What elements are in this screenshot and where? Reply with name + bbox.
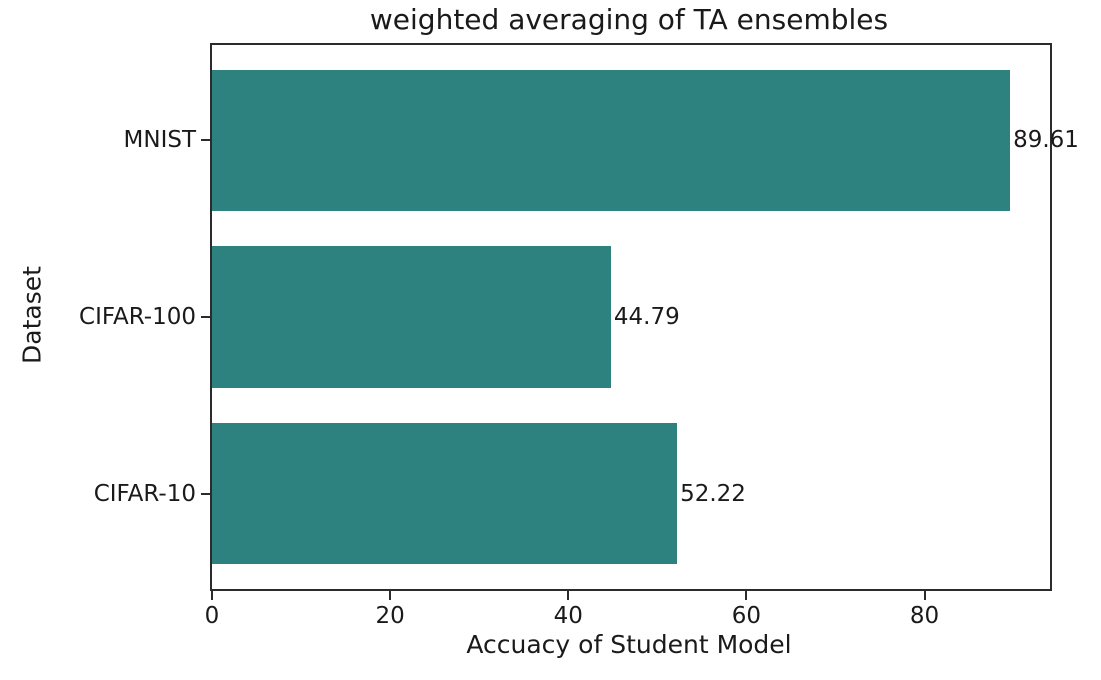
y-tick-mark bbox=[201, 492, 210, 495]
x-tick-label: 40 bbox=[553, 603, 583, 629]
bar-mnist bbox=[212, 69, 1011, 212]
x-tick-label: 0 bbox=[204, 603, 220, 629]
bar-value-label: 89.61 bbox=[1013, 127, 1079, 154]
y-tick-label: MNIST bbox=[123, 127, 196, 154]
bar-value-label: 44.79 bbox=[613, 304, 680, 330]
y-tick-label: CIFAR-10 bbox=[93, 480, 196, 507]
bar-value-label: 52.22 bbox=[680, 480, 746, 507]
x-tick-label: 80 bbox=[909, 603, 940, 629]
x-axis-label: Accuacy of Student Model bbox=[466, 630, 792, 659]
plot-area: 89.61 MNIST 44.79 CIFAR-100 52.22 CIFAR-10 0 20… bbox=[79, 43, 1079, 629]
y-tick-label: CIFAR-100 bbox=[79, 304, 196, 330]
x-tick-mark bbox=[389, 591, 392, 600]
y-axis-label: Dataset bbox=[17, 266, 47, 364]
y-tick-mark bbox=[201, 316, 210, 318]
x-tick-mark bbox=[211, 591, 213, 600]
x-tick-mark bbox=[567, 591, 570, 600]
bar-cifar-100 bbox=[212, 246, 611, 388]
x-tick-mark bbox=[745, 591, 748, 600]
x-tick-label: 20 bbox=[375, 603, 405, 629]
chart-title: weighted averaging of TA ensembles bbox=[369, 3, 889, 36]
bar-cifar-10 bbox=[212, 422, 678, 565]
x-tick-mark bbox=[923, 591, 926, 600]
y-tick-mark bbox=[201, 139, 210, 142]
x-tick-label: 60 bbox=[731, 603, 762, 629]
